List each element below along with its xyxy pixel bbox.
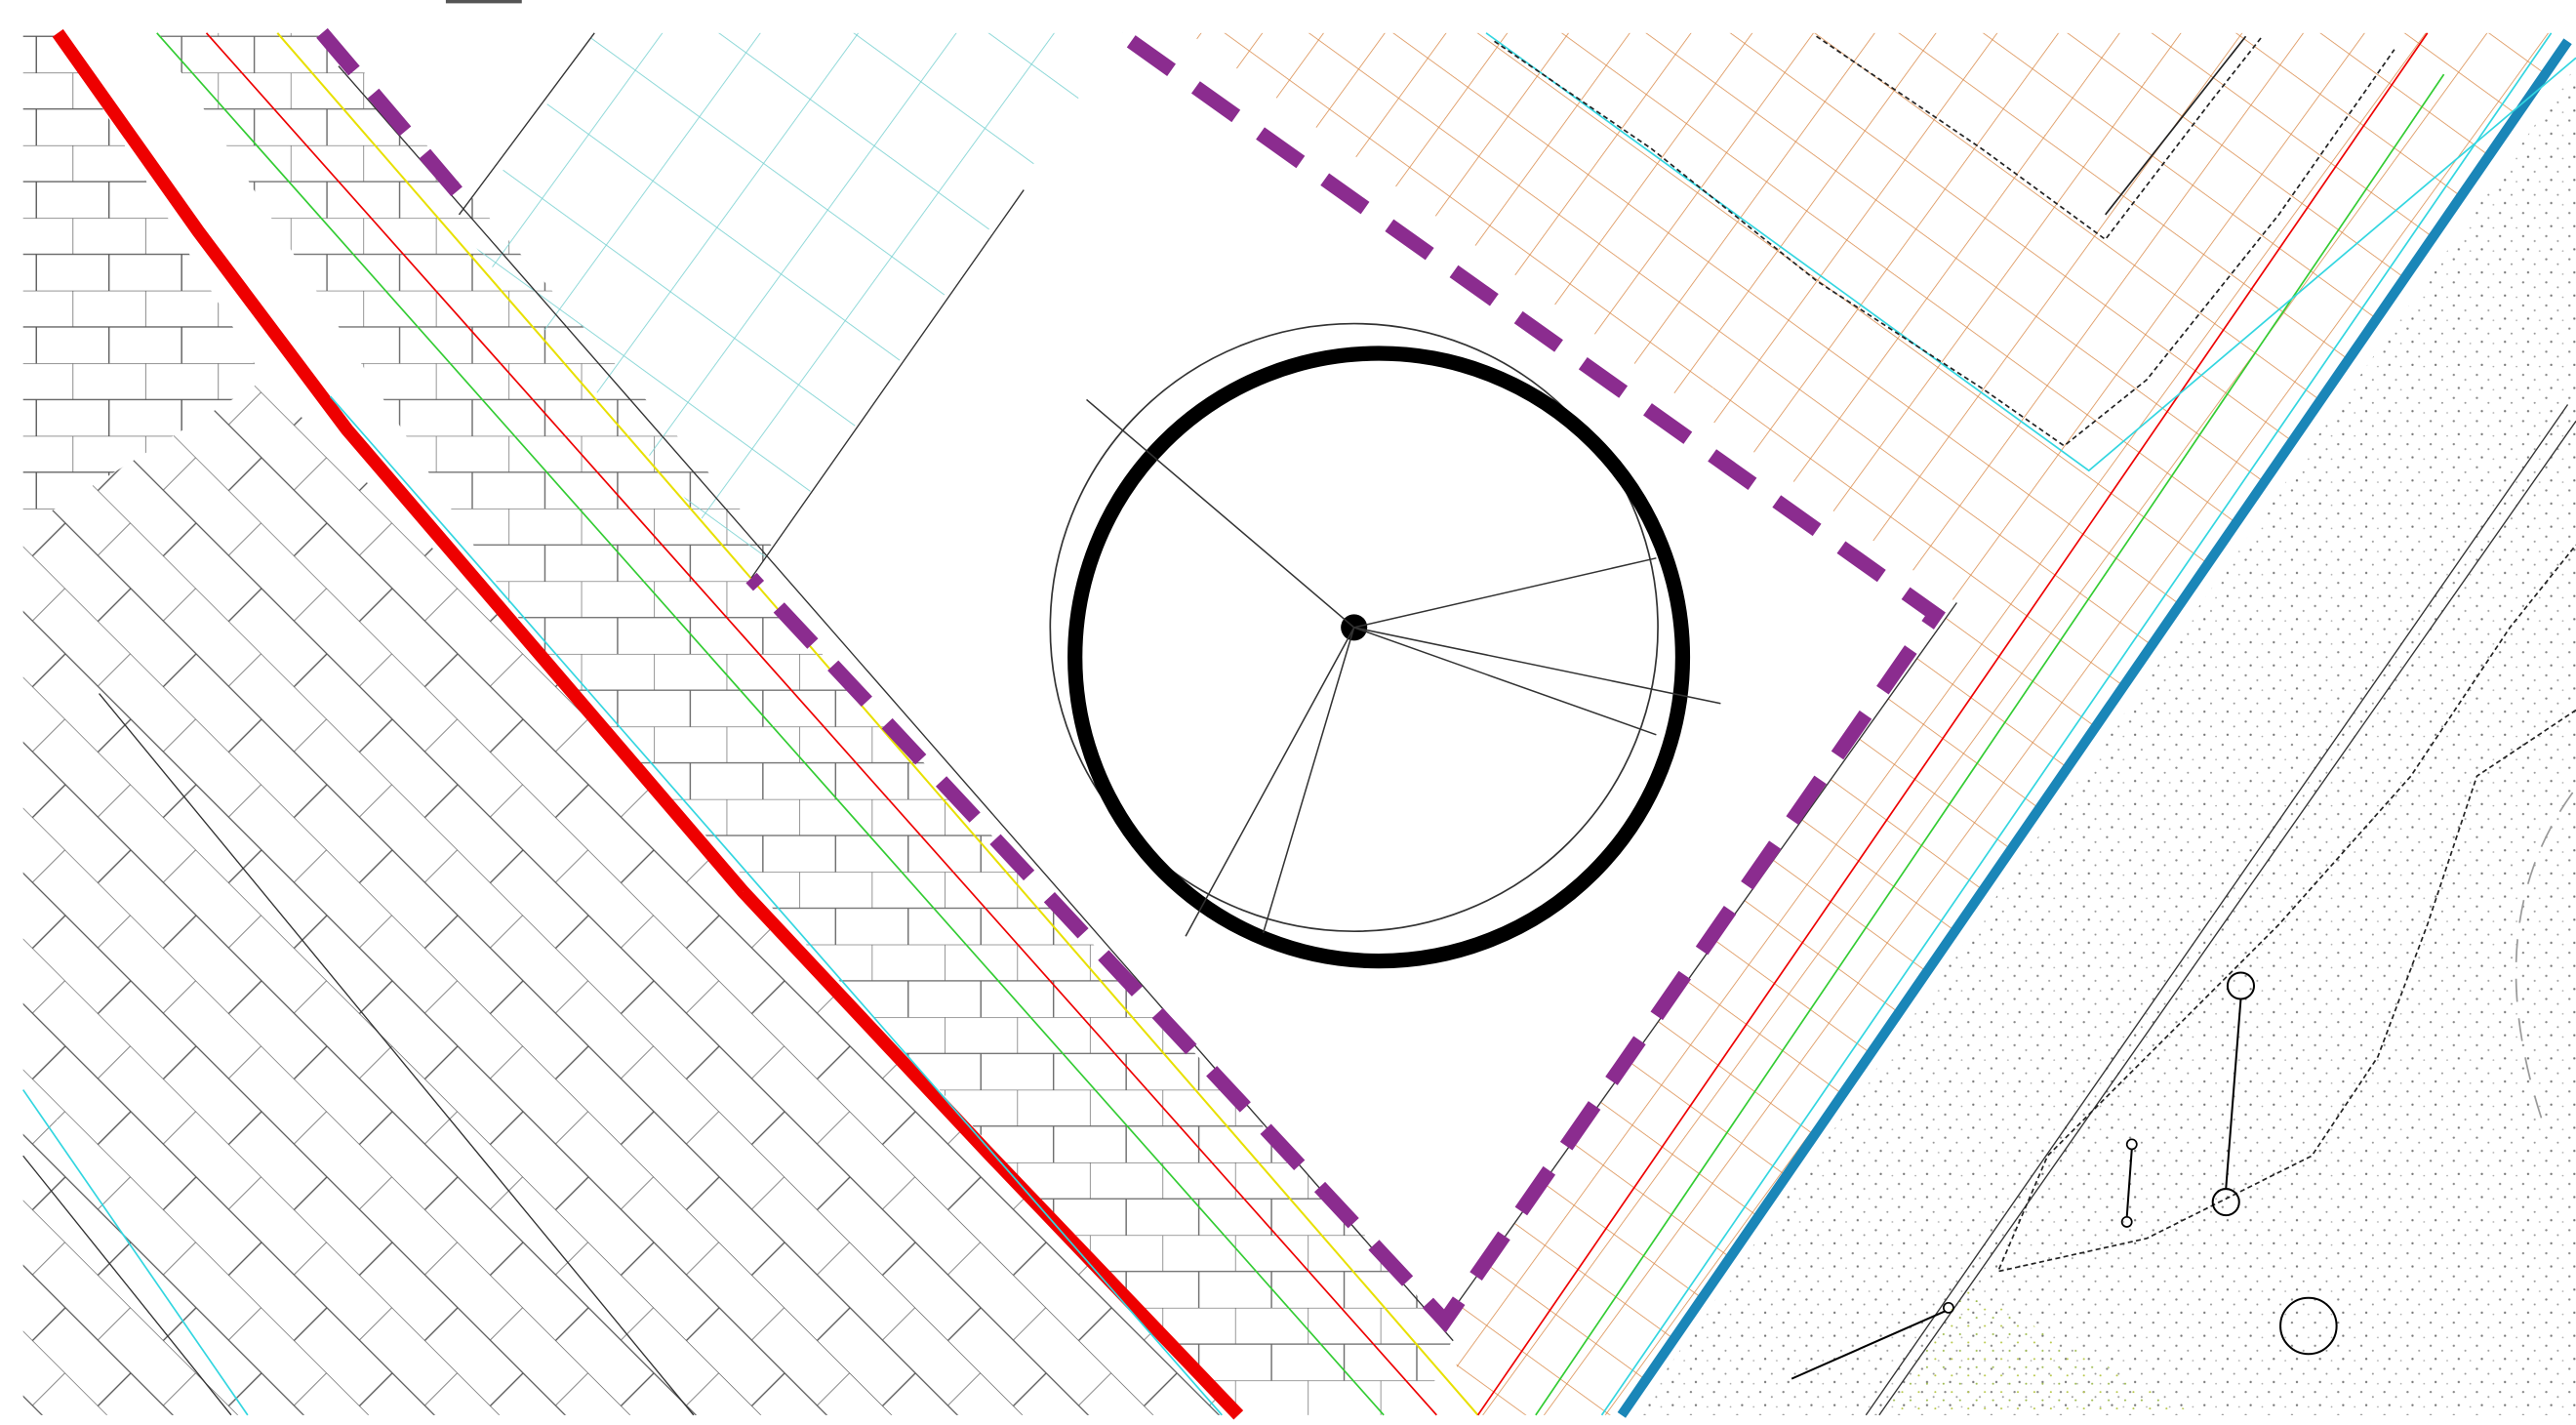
hedge [1494,40,2395,447]
tree-circle [1067,346,1691,969]
red-line [205,32,1437,1416]
cyan-line [329,395,1223,1416]
blue-boundary [1617,38,2572,1418]
post [2211,1188,2240,1217]
orange-grid [1188,32,2568,1415]
post-link [1791,1310,1946,1380]
dashed-arc [2515,792,2574,1123]
post [2120,1215,2133,1228]
yellow-line [276,32,1479,1416]
edge-line [458,32,595,216]
grass-patch [1882,1287,2196,1415]
green-line [156,32,1385,1416]
hedge [1996,544,2576,1273]
cyan-line [21,1089,249,1416]
red-line-right [1476,32,2429,1416]
fence-line [1865,404,2569,1416]
gravel-verge [1634,65,2576,1415]
edge-line [750,189,1025,579]
red-boundary [52,28,1244,1420]
plaza [751,41,1941,1322]
toolbar-mark [445,0,522,4]
edge-line [99,693,695,1416]
post-link [2225,998,2242,1190]
purple-boundary [745,35,1946,1333]
herringbone-paving [22,380,1239,1415]
canopy-circle [1049,322,1659,933]
edge-line [22,1155,232,1416]
hedge [1816,35,2264,241]
purple-boundary [316,27,468,203]
fence-line [1878,421,2576,1416]
cyan-grid [462,32,1123,579]
bollard [2279,1296,2338,1356]
cyan-line-right [1600,32,2553,1416]
radius-lines [1086,398,1721,937]
cyan-edge [1485,32,2576,472]
post [1943,1301,1954,1314]
brick-paving [22,32,264,529]
post-link [2125,1149,2133,1217]
building-edge [2105,35,2247,216]
